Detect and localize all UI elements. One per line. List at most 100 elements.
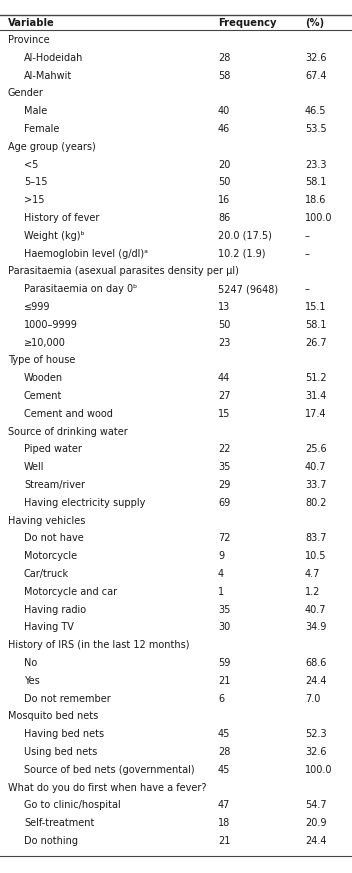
- Text: 29: 29: [218, 480, 230, 490]
- Text: Do nothing: Do nothing: [24, 836, 78, 846]
- Text: 83.7: 83.7: [305, 533, 327, 543]
- Text: No: No: [24, 658, 37, 668]
- Text: 9: 9: [218, 551, 224, 561]
- Text: Type of house: Type of house: [8, 355, 75, 366]
- Text: Haemoglobin level (g/dl)ᵃ: Haemoglobin level (g/dl)ᵃ: [24, 249, 148, 258]
- Text: Al-Mahwit: Al-Mahwit: [24, 71, 72, 80]
- Text: 40.7: 40.7: [305, 462, 327, 472]
- Text: Male: Male: [24, 107, 47, 116]
- Text: 16: 16: [218, 196, 230, 205]
- Text: Self-treatment: Self-treatment: [24, 818, 94, 828]
- Text: Frequency: Frequency: [218, 18, 277, 28]
- Text: 100.0: 100.0: [305, 213, 333, 223]
- Text: 10.5: 10.5: [305, 551, 327, 561]
- Text: Source of drinking water: Source of drinking water: [8, 427, 128, 436]
- Text: 54.7: 54.7: [305, 801, 327, 810]
- Text: Source of bed nets (governmental): Source of bed nets (governmental): [24, 765, 195, 775]
- Text: (%): (%): [305, 18, 324, 28]
- Text: 1: 1: [218, 587, 224, 597]
- Text: Weight (kg)ᵇ: Weight (kg)ᵇ: [24, 230, 84, 241]
- Text: 17.4: 17.4: [305, 409, 327, 419]
- Text: 27: 27: [218, 391, 231, 401]
- Text: Yes: Yes: [24, 676, 40, 686]
- Text: Cement: Cement: [24, 391, 62, 401]
- Text: History of IRS (in the last 12 months): History of IRS (in the last 12 months): [8, 640, 189, 650]
- Text: Province: Province: [8, 35, 50, 45]
- Text: 40.7: 40.7: [305, 605, 327, 615]
- Text: What do you do first when have a fever?: What do you do first when have a fever?: [8, 782, 207, 793]
- Text: 15: 15: [218, 409, 230, 419]
- Text: Well: Well: [24, 462, 44, 472]
- Text: 32.6: 32.6: [305, 747, 327, 757]
- Text: 33.7: 33.7: [305, 480, 327, 490]
- Text: 50: 50: [218, 320, 230, 330]
- Text: 58.1: 58.1: [305, 320, 327, 330]
- Text: 100.0: 100.0: [305, 765, 333, 775]
- Text: Parasitaemia (asexual parasites density per μl): Parasitaemia (asexual parasites density …: [8, 266, 239, 277]
- Text: Parasitaemia on day 0ᵇ: Parasitaemia on day 0ᵇ: [24, 285, 137, 294]
- Text: 40: 40: [218, 107, 230, 116]
- Text: ≤999: ≤999: [24, 302, 50, 312]
- Text: Having bed nets: Having bed nets: [24, 729, 104, 739]
- Text: Car/truck: Car/truck: [24, 569, 69, 579]
- Text: 80.2: 80.2: [305, 498, 327, 508]
- Text: Having vehicles: Having vehicles: [8, 516, 86, 526]
- Text: 18.6: 18.6: [305, 196, 326, 205]
- Text: 25.6: 25.6: [305, 444, 327, 455]
- Text: History of fever: History of fever: [24, 213, 99, 223]
- Text: >15: >15: [24, 196, 44, 205]
- Text: 28: 28: [218, 52, 230, 63]
- Text: 68.6: 68.6: [305, 658, 326, 668]
- Text: 23: 23: [218, 338, 230, 347]
- Text: Do not remember: Do not remember: [24, 694, 111, 704]
- Text: 21: 21: [218, 676, 230, 686]
- Text: –: –: [305, 230, 310, 241]
- Text: Age group (years): Age group (years): [8, 141, 96, 152]
- Text: 6: 6: [218, 694, 224, 704]
- Text: 13: 13: [218, 302, 230, 312]
- Text: ≥10,000: ≥10,000: [24, 338, 66, 347]
- Text: 35: 35: [218, 605, 230, 615]
- Text: Piped water: Piped water: [24, 444, 82, 455]
- Text: 24.4: 24.4: [305, 676, 327, 686]
- Text: 15.1: 15.1: [305, 302, 327, 312]
- Text: 59: 59: [218, 658, 230, 668]
- Text: 4: 4: [218, 569, 224, 579]
- Text: 21: 21: [218, 836, 230, 846]
- Text: Mosquito bed nets: Mosquito bed nets: [8, 711, 98, 721]
- Text: 24.4: 24.4: [305, 836, 327, 846]
- Text: –: –: [305, 285, 310, 294]
- Text: 5247 (9648): 5247 (9648): [218, 285, 278, 294]
- Text: <5: <5: [24, 160, 38, 169]
- Text: 86: 86: [218, 213, 230, 223]
- Text: 69: 69: [218, 498, 230, 508]
- Text: 32.6: 32.6: [305, 52, 327, 63]
- Text: 34.9: 34.9: [305, 622, 326, 632]
- Text: 5–15: 5–15: [24, 177, 48, 188]
- Text: 28: 28: [218, 747, 230, 757]
- Text: Stream/river: Stream/river: [24, 480, 85, 490]
- Text: Gender: Gender: [8, 88, 44, 99]
- Text: 67.4: 67.4: [305, 71, 327, 80]
- Text: 47: 47: [218, 801, 230, 810]
- Text: 72: 72: [218, 533, 231, 543]
- Text: 7.0: 7.0: [305, 694, 320, 704]
- Text: Motorcycle and car: Motorcycle and car: [24, 587, 117, 597]
- Text: Having electricity supply: Having electricity supply: [24, 498, 145, 508]
- Text: Go to clinic/hospital: Go to clinic/hospital: [24, 801, 121, 810]
- Text: 58.1: 58.1: [305, 177, 327, 188]
- Text: 20.9: 20.9: [305, 818, 327, 828]
- Text: Al-Hodeidah: Al-Hodeidah: [24, 52, 83, 63]
- Text: 44: 44: [218, 373, 230, 383]
- Text: 52.3: 52.3: [305, 729, 327, 739]
- Text: 53.5: 53.5: [305, 124, 327, 134]
- Text: 46: 46: [218, 124, 230, 134]
- Text: –: –: [305, 249, 310, 258]
- Text: 58: 58: [218, 71, 230, 80]
- Text: Having TV: Having TV: [24, 622, 74, 632]
- Text: Wooden: Wooden: [24, 373, 63, 383]
- Text: 30: 30: [218, 622, 230, 632]
- Text: 35: 35: [218, 462, 230, 472]
- Text: Variable: Variable: [8, 18, 55, 28]
- Text: Do not have: Do not have: [24, 533, 84, 543]
